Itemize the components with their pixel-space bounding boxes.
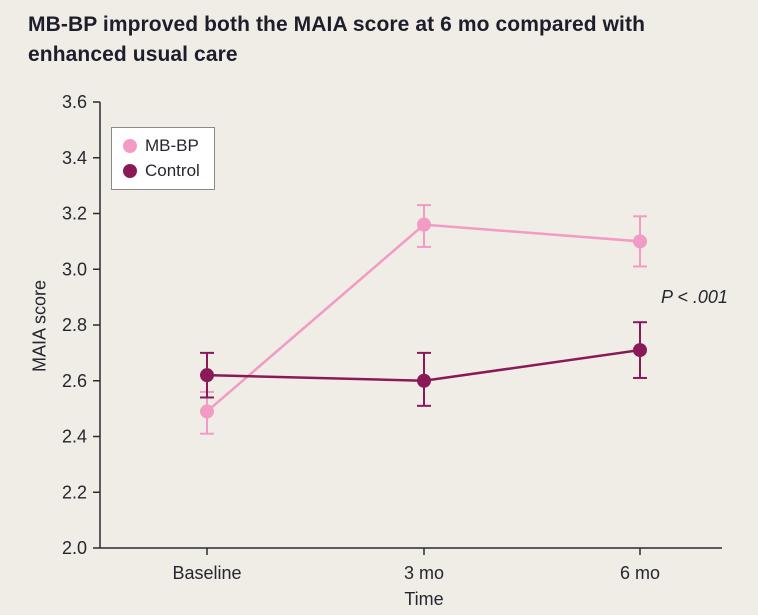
y-tick-label: 3.0 — [62, 259, 87, 279]
legend: MB-BP Control — [111, 127, 215, 190]
data-point — [417, 373, 431, 388]
y-tick-label: 3.2 — [62, 204, 87, 224]
figure-title: MB-BP improved both the MAIA score at 6 … — [28, 10, 645, 71]
y-tick-label: 2.2 — [62, 482, 87, 502]
data-point — [200, 404, 214, 419]
y-axis-title: MAIA score — [29, 279, 50, 373]
y-tick-label: 2.0 — [62, 538, 87, 558]
figure-title-line2: enhanced usual care — [28, 43, 238, 67]
maia-score-chart: 2.0 2.2 2.4 2.6 2.8 3.0 3.2 3.4 3.6 Baseline 3 mo 6… — [62, 92, 722, 583]
y-tick-label: 3.4 — [62, 148, 87, 168]
x-axis-title: Time — [404, 589, 444, 609]
series-mb-bp — [200, 204, 647, 435]
figure-title-line1: MB-BP improved both the MAIA score at 6 … — [28, 13, 646, 36]
y-tick-label: 3.6 — [62, 92, 87, 112]
legend-item-mbbp: MB-BP — [123, 136, 200, 156]
data-point — [633, 343, 647, 358]
x-tick-group: Baseline 3 mo 6 mo — [172, 548, 660, 583]
legend-label-mbbp: MB-BP — [145, 136, 199, 155]
legend-item-control: Control — [123, 161, 200, 181]
legend-dot-control — [123, 164, 137, 178]
y-tick-label: 2.4 — [62, 427, 87, 447]
y-tick-group: 2.0 2.2 2.4 2.6 2.8 3.0 3.2 3.4 3.6 — [62, 92, 100, 558]
p-value-annotation: P < .001 — [661, 287, 728, 307]
data-point — [633, 234, 647, 249]
series-control — [200, 321, 647, 407]
x-tick-label: 6 mo — [620, 563, 660, 583]
x-tick-label: Baseline — [172, 563, 241, 583]
y-tick-label: 2.8 — [62, 315, 87, 335]
data-point — [417, 217, 431, 232]
legend-dot-mbbp — [123, 139, 137, 153]
x-tick-label: 3 mo — [404, 563, 444, 583]
data-point — [200, 368, 214, 383]
y-tick-label: 2.6 — [62, 371, 87, 391]
legend-label-control: Control — [145, 161, 200, 180]
